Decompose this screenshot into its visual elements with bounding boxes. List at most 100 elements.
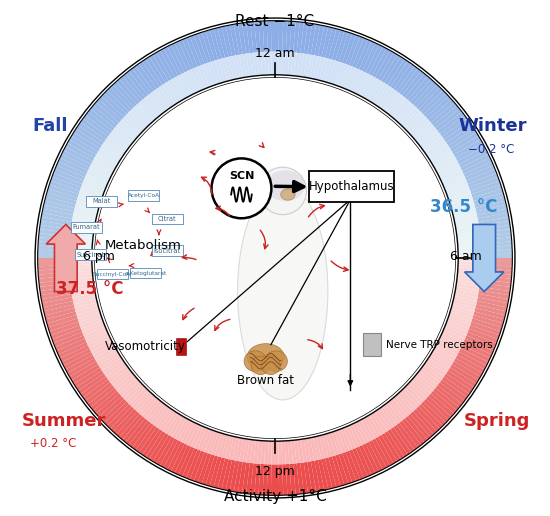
Ellipse shape <box>265 351 288 372</box>
Wedge shape <box>40 221 71 229</box>
Ellipse shape <box>262 356 280 375</box>
Wedge shape <box>458 251 481 255</box>
Wedge shape <box>416 407 440 431</box>
Wedge shape <box>102 358 123 374</box>
Wedge shape <box>289 463 296 495</box>
Wedge shape <box>321 458 332 489</box>
Wedge shape <box>384 57 404 85</box>
Wedge shape <box>419 404 443 429</box>
Wedge shape <box>210 457 222 487</box>
Wedge shape <box>332 456 344 486</box>
Wedge shape <box>108 366 129 382</box>
Wedge shape <box>129 69 151 95</box>
Wedge shape <box>91 388 117 411</box>
Wedge shape <box>397 423 418 450</box>
Wedge shape <box>370 413 384 435</box>
Wedge shape <box>452 204 475 214</box>
Wedge shape <box>163 46 182 76</box>
Wedge shape <box>194 452 208 482</box>
Wedge shape <box>206 456 218 486</box>
Wedge shape <box>80 318 103 329</box>
Wedge shape <box>402 109 421 128</box>
Wedge shape <box>74 299 97 308</box>
Wedge shape <box>370 81 384 103</box>
Wedge shape <box>62 150 91 168</box>
Wedge shape <box>304 54 311 77</box>
Wedge shape <box>402 71 425 98</box>
Wedge shape <box>175 445 191 475</box>
Wedge shape <box>101 399 127 423</box>
Wedge shape <box>153 435 172 463</box>
Wedge shape <box>50 322 80 335</box>
Wedge shape <box>110 131 131 148</box>
Wedge shape <box>78 122 106 142</box>
Wedge shape <box>474 308 505 319</box>
Wedge shape <box>100 355 122 370</box>
Wedge shape <box>88 168 111 181</box>
Wedge shape <box>122 381 141 399</box>
Wedge shape <box>37 258 69 262</box>
Text: Fall: Fall <box>32 118 68 135</box>
Wedge shape <box>313 56 321 79</box>
Wedge shape <box>316 57 325 80</box>
Wedge shape <box>294 440 300 463</box>
Wedge shape <box>38 269 69 275</box>
Wedge shape <box>113 409 137 434</box>
Wedge shape <box>328 29 340 59</box>
FancyBboxPatch shape <box>152 214 183 224</box>
Text: Citrat: Citrat <box>158 216 177 222</box>
Wedge shape <box>271 441 275 464</box>
Wedge shape <box>70 225 94 233</box>
Wedge shape <box>353 71 366 93</box>
Wedge shape <box>435 158 457 172</box>
Wedge shape <box>76 370 104 391</box>
Wedge shape <box>291 53 296 76</box>
Wedge shape <box>262 21 268 52</box>
Wedge shape <box>338 64 349 87</box>
Wedge shape <box>246 440 252 463</box>
Wedge shape <box>145 95 162 116</box>
Wedge shape <box>445 181 468 192</box>
Wedge shape <box>455 287 479 294</box>
Text: Summer: Summer <box>22 412 107 429</box>
Wedge shape <box>436 109 462 131</box>
Wedge shape <box>477 213 509 222</box>
Wedge shape <box>368 440 387 470</box>
Wedge shape <box>355 72 368 95</box>
Wedge shape <box>166 81 180 103</box>
Wedge shape <box>239 439 246 462</box>
Wedge shape <box>470 322 500 335</box>
Wedge shape <box>377 87 393 108</box>
Wedge shape <box>129 421 151 447</box>
Wedge shape <box>400 107 419 126</box>
Wedge shape <box>481 269 512 275</box>
Wedge shape <box>119 378 139 396</box>
Wedge shape <box>271 464 275 495</box>
Wedge shape <box>142 429 163 457</box>
Wedge shape <box>229 437 237 460</box>
Wedge shape <box>178 74 192 96</box>
Wedge shape <box>117 123 137 140</box>
Text: +0.2 °C: +0.2 °C <box>30 437 76 450</box>
Text: Hypothalamus: Hypothalamus <box>309 180 394 194</box>
Wedge shape <box>74 128 102 149</box>
Wedge shape <box>157 408 173 429</box>
Wedge shape <box>146 57 166 85</box>
Wedge shape <box>367 415 381 437</box>
Wedge shape <box>356 446 372 476</box>
Wedge shape <box>419 87 443 112</box>
Text: Vasomotricity: Vasomotricity <box>104 340 185 353</box>
Wedge shape <box>72 132 100 152</box>
Wedge shape <box>142 98 160 118</box>
Wedge shape <box>70 229 94 236</box>
Wedge shape <box>261 441 266 464</box>
Text: −0.2 °C: −0.2 °C <box>469 143 515 156</box>
Wedge shape <box>377 408 393 429</box>
Wedge shape <box>481 272 512 279</box>
Wedge shape <box>428 146 450 161</box>
Wedge shape <box>139 427 159 455</box>
Wedge shape <box>430 352 452 367</box>
Wedge shape <box>78 374 106 394</box>
Wedge shape <box>458 240 481 245</box>
Wedge shape <box>304 23 312 54</box>
